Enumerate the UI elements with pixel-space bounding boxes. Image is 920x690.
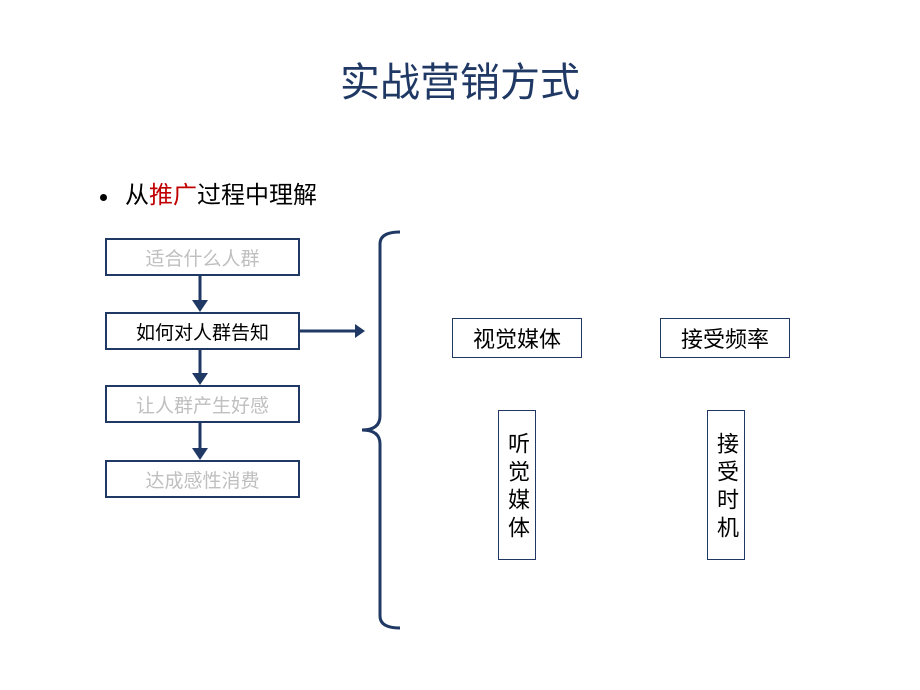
page-title: 实战营销方式 — [0, 0, 920, 108]
subtitle-highlight: 推广 — [149, 183, 197, 209]
bullet-icon — [100, 194, 107, 201]
subtitle: 从推广过程中理解 — [100, 175, 317, 210]
flow-arrow-1 — [188, 350, 212, 385]
flow-box-1: 如何对人群告知 — [105, 312, 300, 350]
right-vbox-1: 接受时机 — [707, 410, 745, 560]
connector-arrow — [300, 321, 365, 341]
right-vbox-0: 听觉媒体 — [498, 410, 536, 560]
flow-box-3: 达成感性消费 — [105, 460, 300, 498]
brace-icon — [360, 230, 400, 630]
right-hbox-1: 接受频率 — [660, 318, 790, 358]
flow-box-2: 让人群产生好感 — [105, 385, 300, 423]
right-hbox-0: 视觉媒体 — [452, 318, 582, 358]
flow-arrow-2 — [188, 423, 212, 460]
subtitle-prefix: 从 — [125, 183, 149, 209]
subtitle-suffix: 过程中理解 — [197, 183, 317, 209]
flow-box-0: 适合什么人群 — [105, 238, 300, 276]
flow-arrow-0 — [188, 276, 212, 312]
